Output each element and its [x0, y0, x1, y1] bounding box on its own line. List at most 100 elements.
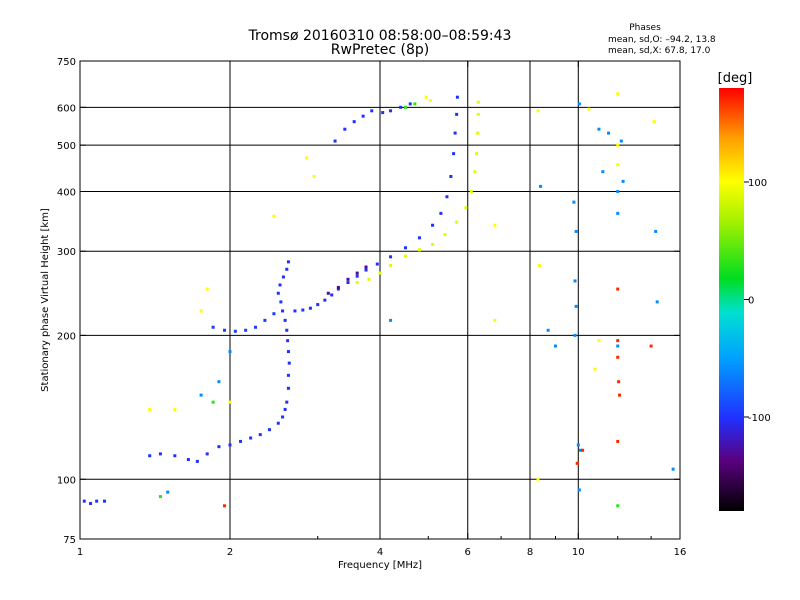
data-point: [616, 339, 620, 343]
colorbar-tick-label: -100: [748, 413, 771, 424]
data-point: [576, 443, 580, 447]
data-point: [281, 309, 285, 313]
data-point: [361, 114, 365, 118]
data-point: [285, 400, 289, 404]
data-point: [493, 318, 497, 322]
data-point: [239, 439, 243, 443]
data-point: [355, 274, 359, 278]
data-point: [574, 304, 578, 308]
data-point: [166, 490, 170, 494]
colorbar-ticks: 100 0 -100: [744, 178, 771, 424]
data-point: [621, 179, 625, 183]
data-point: [272, 214, 276, 218]
axes: 1 2 4 6 8 10 16 75 100 200 300 400 500 600 750: [57, 57, 686, 558]
data-point: [616, 344, 620, 348]
data-point: [413, 102, 417, 106]
data-points: [82, 92, 675, 508]
data-point: [572, 200, 576, 204]
data-point: [336, 287, 340, 291]
data-point: [158, 452, 162, 456]
data-point: [82, 499, 86, 503]
data-point: [281, 275, 285, 279]
data-point: [263, 318, 267, 322]
data-point: [223, 504, 227, 508]
x-tick-label: 10: [572, 547, 585, 558]
data-point: [617, 380, 621, 384]
data-point: [455, 112, 459, 116]
data-point: [618, 393, 622, 397]
data-point: [578, 448, 582, 452]
phases-heading: Phases: [629, 23, 661, 33]
data-point: [601, 170, 605, 174]
data-point: [616, 143, 620, 147]
x-tick-label: 1: [77, 547, 83, 558]
data-point: [649, 344, 653, 348]
data-point: [473, 170, 477, 174]
data-point: [616, 211, 620, 215]
data-point: [95, 499, 99, 503]
data-point: [476, 112, 480, 116]
colorbar-label: [deg]: [718, 71, 753, 86]
y-tick-label: 300: [57, 247, 76, 258]
data-point: [587, 107, 591, 111]
data-point: [330, 293, 334, 297]
data-point: [285, 328, 289, 332]
data-point: [654, 229, 658, 233]
data-point: [553, 344, 557, 348]
data-point: [389, 264, 393, 268]
data-point: [352, 120, 356, 124]
data-point: [278, 283, 282, 287]
phases-line-x: mean, sd,X: 67.8, 17.0: [608, 46, 711, 56]
data-point: [233, 329, 237, 333]
data-point: [417, 236, 421, 240]
data-point: [389, 109, 393, 113]
data-point: [217, 380, 221, 384]
data-point: [199, 393, 203, 397]
data-point: [276, 291, 280, 295]
data-point: [343, 127, 347, 131]
data-point: [403, 105, 407, 109]
data-point: [276, 421, 280, 425]
data-point: [258, 433, 262, 437]
y-axis-label: Stationary phase Virtual Height [km]: [40, 208, 51, 392]
data-point: [286, 386, 290, 390]
data-point: [575, 461, 579, 465]
data-point: [228, 400, 232, 404]
chart-title-line2: RwPretec (8p): [331, 42, 429, 58]
data-point: [616, 163, 620, 167]
data-point: [455, 95, 459, 99]
data-point: [381, 111, 385, 115]
data-point: [228, 443, 232, 447]
data-point: [616, 439, 620, 443]
data-point: [205, 287, 209, 291]
data-point: [652, 120, 656, 124]
data-point: [577, 488, 581, 492]
data-point: [616, 92, 620, 96]
data-point: [364, 265, 368, 269]
data-point: [199, 309, 203, 313]
data-point: [403, 246, 407, 250]
grid-lines: [80, 61, 680, 539]
data-point: [305, 156, 309, 160]
data-point: [577, 102, 581, 106]
data-point: [616, 355, 620, 359]
data-point: [316, 303, 320, 307]
data-point: [355, 281, 359, 285]
colorbar-tick-label: 0: [748, 296, 754, 307]
data-point: [287, 361, 291, 365]
data-point: [464, 206, 468, 210]
data-point: [158, 495, 162, 499]
data-point: [223, 328, 227, 332]
data-point: [211, 400, 215, 404]
data-point: [581, 448, 585, 452]
colorbar: [719, 88, 744, 511]
data-point: [593, 367, 597, 371]
data-point: [536, 109, 540, 113]
chart-title-line1: Tromsø 20160310 08:58:00–08:59:43: [248, 28, 512, 44]
data-point: [308, 306, 312, 310]
x-tick-label: 8: [527, 547, 533, 558]
data-point: [148, 407, 152, 411]
data-point: [597, 339, 601, 343]
data-point: [443, 233, 447, 237]
data-point: [469, 189, 473, 193]
